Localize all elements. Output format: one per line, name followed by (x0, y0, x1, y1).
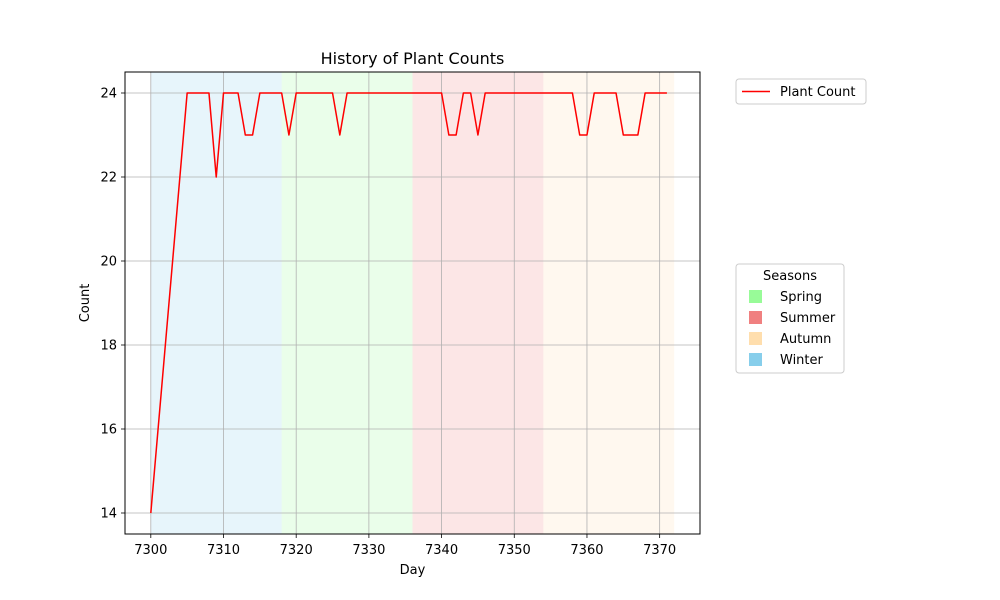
legend-swatch-winter (749, 353, 762, 366)
x-tick-label: 7310 (207, 543, 240, 558)
season-band-autumn (543, 72, 675, 534)
y-axis-label: Count (78, 284, 93, 323)
legend-label-winter: Winter (780, 353, 824, 368)
x-tick-label: 7360 (570, 543, 603, 558)
legend-frame (735, 263, 845, 374)
y-tick-label: 24 (100, 87, 117, 102)
legend-swatch-autumn (749, 332, 762, 345)
y-tick-label: 20 (100, 255, 117, 270)
legend-swatch-spring (749, 290, 762, 303)
y-tick-label: 14 (100, 507, 117, 522)
legend-title: Seasons (763, 269, 817, 284)
x-tick-label: 7300 (134, 543, 167, 558)
legend-label-plant-count: Plant Count (780, 85, 856, 100)
legend-frame (735, 78, 867, 105)
y-tick-label: 22 (100, 171, 117, 186)
axes-frame (124, 71, 701, 535)
chart-title: History of Plant Counts (321, 49, 505, 68)
legend-seasons: Seasons Spring Summer Autumn Winter (735, 263, 845, 374)
x-tick-label: 7370 (643, 543, 676, 558)
series-line-plant-count (150, 92, 667, 514)
x-tick-label: 7350 (498, 543, 531, 558)
season-band-spring (281, 72, 413, 534)
legend-swatch-summer (749, 311, 762, 324)
x-axis-label: Day (400, 563, 426, 578)
legend-label-summer: Summer (780, 311, 836, 326)
legend-plant-count: Plant Count (735, 78, 867, 105)
legend-label-spring: Spring (780, 290, 822, 305)
x-tick-label: 7340 (425, 543, 458, 558)
plot-area: 7300 7310 7320 7330 7340 7350 7360 7370 14 16 18 20… (100, 71, 701, 558)
season-band-winter (150, 72, 282, 534)
x-tick-label: 7330 (352, 543, 385, 558)
legend-label-autumn: Autumn (780, 332, 831, 347)
x-tick-label: 7320 (280, 543, 313, 558)
y-tick-label: 18 (100, 339, 117, 354)
y-tick-label: 16 (100, 423, 117, 438)
season-band-summer (412, 72, 544, 534)
